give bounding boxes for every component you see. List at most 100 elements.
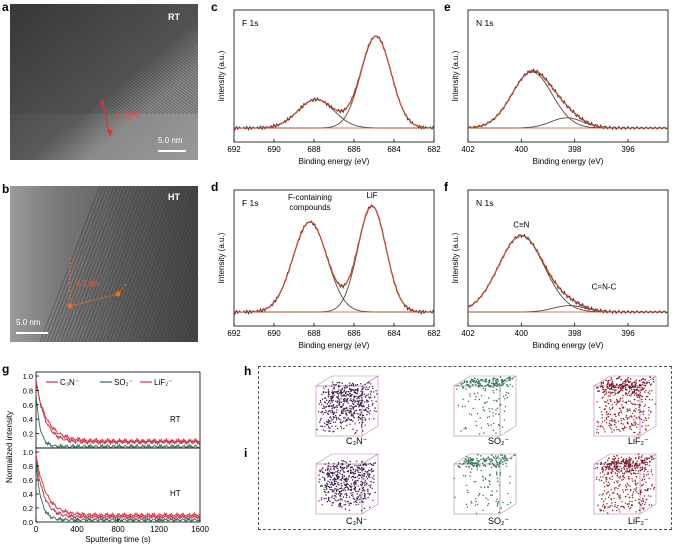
cube-point	[350, 483, 353, 485]
cube-surface-point	[619, 462, 621, 464]
cube-point	[366, 482, 368, 484]
cube-point	[371, 385, 374, 387]
cube-point	[627, 392, 630, 394]
cube-point	[366, 488, 369, 491]
cube-point	[327, 405, 330, 408]
cube-point	[496, 474, 498, 476]
cube-surface-point	[614, 472, 617, 474]
cube-point	[482, 509, 484, 511]
cube-surface-point	[632, 461, 634, 463]
cube-point	[616, 398, 618, 401]
cube-point	[497, 502, 499, 504]
cube-point	[616, 428, 618, 431]
cube-point	[349, 423, 351, 425]
cube-surface-point	[625, 388, 628, 391]
cube-surface-point	[603, 391, 606, 393]
cube-surface-point	[616, 383, 618, 385]
cube-point	[349, 405, 351, 407]
cube-point	[496, 490, 498, 492]
cube-point	[328, 481, 331, 483]
cube-point	[495, 432, 497, 434]
cube-point	[601, 498, 603, 500]
cube-point	[374, 396, 376, 398]
cube-point	[328, 465, 330, 467]
cube-point	[453, 477, 455, 480]
cube-point	[344, 420, 347, 422]
cube-point	[344, 398, 346, 400]
cube-point	[354, 470, 356, 473]
cube-point	[356, 413, 358, 415]
cube-point	[627, 477, 630, 480]
cube-point	[354, 472, 357, 475]
cube-point	[462, 398, 464, 400]
cube-surface-point	[600, 383, 603, 385]
cube-surface-point	[628, 390, 631, 392]
cube-point	[356, 479, 359, 482]
cube-point	[603, 420, 606, 422]
cube-surface-point	[613, 466, 616, 468]
cube-point	[359, 414, 361, 416]
cube-point	[611, 502, 613, 504]
cube-point	[348, 411, 350, 413]
cube-point	[361, 424, 363, 426]
cube-point	[465, 428, 467, 430]
cube-point	[505, 465, 508, 468]
cube-point	[467, 400, 470, 402]
cube-point	[333, 479, 336, 481]
cube-point	[509, 475, 511, 478]
cube-point	[466, 506, 469, 508]
cube-surface-point	[471, 384, 474, 386]
cube-surface-point	[628, 469, 631, 471]
cube-point	[487, 486, 489, 488]
cube-surface-point	[495, 380, 498, 383]
cube-point	[597, 504, 599, 507]
cube-surface-point	[615, 466, 618, 469]
cube-point	[343, 407, 345, 410]
cube-point	[333, 416, 336, 419]
cube-surface-point	[626, 469, 628, 471]
cube-point	[322, 467, 324, 469]
cube-point	[350, 408, 352, 410]
cube-point	[476, 457, 478, 460]
cube-point	[611, 478, 613, 481]
cube-surface-point	[488, 462, 491, 465]
cube-point	[320, 499, 323, 501]
cube-point	[327, 466, 329, 468]
cube-point	[637, 470, 640, 472]
cube-point	[604, 506, 606, 508]
cube-point	[639, 493, 642, 495]
cube-point	[351, 406, 354, 408]
cube-point	[321, 393, 323, 396]
cube-point	[644, 457, 646, 459]
cube-point	[638, 464, 640, 466]
cube-point	[640, 489, 642, 491]
cube-point	[333, 391, 336, 393]
x-tick-label: 686	[347, 145, 361, 154]
cube-surface-point	[493, 384, 496, 386]
cube-point	[326, 484, 328, 486]
cube-point	[598, 479, 601, 481]
cube-point	[471, 502, 473, 504]
cube-point	[330, 476, 332, 478]
cube-point	[492, 415, 494, 417]
cube-surface-point	[472, 462, 474, 465]
cube-point	[603, 500, 605, 502]
cube-point	[360, 497, 362, 499]
cube-point	[361, 460, 364, 462]
cube-point	[626, 488, 628, 491]
cube-surface-point	[502, 458, 505, 460]
cube-point	[357, 396, 359, 399]
cube-point	[318, 500, 320, 502]
y-axis-label: Intensity (a.u.)	[451, 232, 460, 283]
cube-point	[506, 397, 509, 399]
cube-point	[478, 398, 480, 401]
cube-point	[345, 503, 347, 506]
cube-point	[328, 497, 330, 499]
panel-label-h: h	[244, 364, 252, 378]
cube-point	[331, 482, 333, 484]
component-peak-0	[467, 71, 668, 129]
cube-point	[626, 465, 628, 467]
cube-point	[610, 391, 612, 393]
cube-point	[319, 469, 321, 471]
